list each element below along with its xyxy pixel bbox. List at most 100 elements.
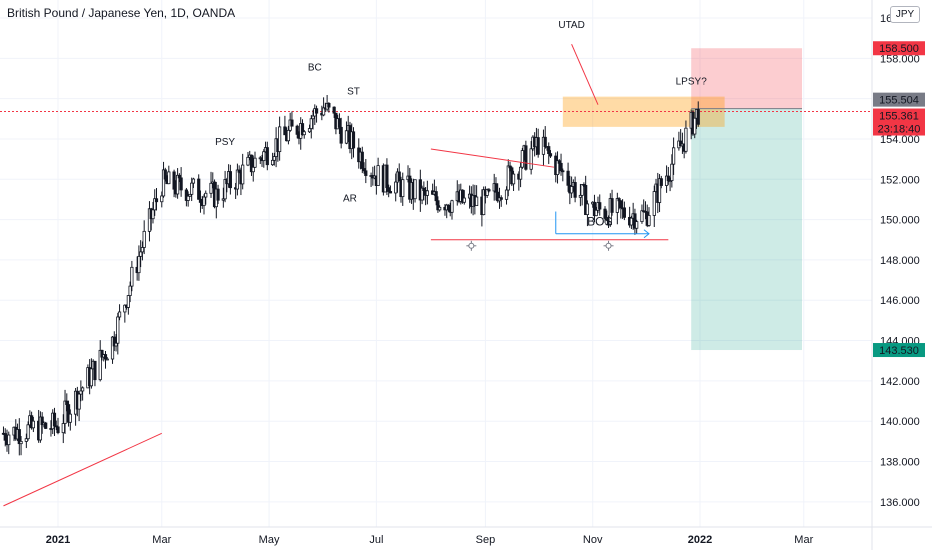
candle-body (114, 342, 118, 347)
candle-body (147, 208, 152, 232)
utad-line (571, 44, 599, 105)
current-price-badge (873, 108, 925, 123)
candle-body (640, 210, 644, 223)
candle-body (68, 413, 72, 423)
candle-body (63, 400, 67, 424)
candle-body (693, 117, 697, 135)
candle-body (249, 154, 254, 173)
candle-body (223, 179, 227, 200)
candle-body (684, 127, 688, 152)
x-tick-label: Nov (583, 534, 603, 546)
candle-body (246, 156, 250, 166)
candle-body (566, 170, 570, 186)
candle-body (31, 420, 35, 429)
candle-body (190, 182, 194, 195)
candle-body (38, 416, 43, 441)
candle-body (311, 115, 315, 120)
candle-body (422, 187, 426, 191)
x-tick-label: 2022 (688, 534, 712, 546)
candle-body (295, 125, 299, 135)
annotation-label: AR (343, 193, 357, 204)
candle-body (482, 189, 486, 216)
candle-body (40, 416, 44, 426)
candle-body (130, 266, 134, 287)
candle-body (397, 171, 401, 182)
candle-body (332, 106, 336, 114)
candle-body (499, 197, 503, 200)
candle-body (153, 198, 157, 211)
entry-price-badge (873, 92, 925, 107)
candle-body (278, 126, 282, 153)
candle-body (344, 130, 349, 144)
candle-body (117, 311, 122, 318)
candle-body (475, 196, 479, 207)
candle-body (116, 316, 120, 344)
candle-body (559, 162, 563, 172)
currency-button[interactable]: JPY (890, 6, 920, 23)
candle-body (434, 191, 438, 202)
candle-body (89, 368, 94, 387)
candle-body (142, 230, 146, 248)
candle-body (603, 208, 607, 219)
candle-body (154, 198, 159, 203)
candle-body (585, 203, 590, 216)
candle-body (235, 169, 240, 190)
stop-price-badge-label: 158.500 (879, 43, 919, 55)
candle-body (44, 422, 48, 429)
candle-body (511, 173, 516, 185)
candle-body (300, 123, 305, 136)
candle-body (635, 221, 639, 229)
y-tick-label: 142.000 (880, 376, 920, 388)
candle-body (272, 156, 276, 161)
candle-body (670, 163, 674, 182)
candle-body (167, 171, 171, 185)
y-tick-label: 154.000 (880, 134, 920, 146)
candle-body (462, 197, 466, 203)
candle-body (339, 126, 343, 144)
wyckoff-annotations: PSY BC ST AR UTAD LPSY? BOS (215, 20, 707, 229)
candle-body (494, 183, 498, 193)
candle-body (696, 109, 700, 125)
candle-body (66, 404, 71, 423)
candle-body (647, 215, 651, 226)
candle-body (557, 160, 561, 164)
candle-body (100, 349, 104, 358)
candle-body (622, 207, 626, 218)
x-axis-ticks: 2021 Mar May Jul Sep Nov 2022 Mar (46, 534, 814, 546)
candle-body (629, 217, 634, 226)
candle-body (17, 429, 21, 445)
candle-body (598, 202, 602, 210)
entry-price-badge-label: 155.504 (879, 95, 919, 107)
candle-body (592, 201, 597, 217)
candle-body (314, 108, 319, 114)
candle-body (126, 295, 130, 308)
candle-body (26, 424, 30, 440)
annotation-label: UTAD (558, 20, 584, 31)
candle-body (446, 204, 451, 211)
x-tick-label: Jul (369, 534, 383, 546)
y-tick-label: 136.000 (880, 497, 920, 509)
candle-body (666, 175, 670, 182)
candle-body (103, 354, 108, 360)
candle-body (79, 390, 83, 395)
candle-body (536, 137, 540, 155)
candle-body (594, 209, 598, 217)
y-tick-label: 140.000 (880, 416, 920, 428)
y-axis-ticks: 136.000138.000140.000142.000144.000146.0… (880, 13, 920, 509)
candle-body (241, 164, 245, 185)
candle-body (524, 145, 528, 170)
annotation-label: LPSY? (676, 77, 708, 88)
y-tick-label: 146.000 (880, 295, 920, 307)
candlestick-series (1, 94, 700, 456)
trend-line-support (3, 432, 162, 507)
candle-body (360, 151, 364, 169)
countdown-badge-label: 23:18:40 (878, 124, 921, 136)
candle-body (197, 178, 201, 200)
candle-body (327, 102, 331, 108)
candle-body (672, 147, 676, 165)
candle-body (307, 128, 312, 133)
candle-body (7, 434, 11, 446)
y-tick-label: 148.000 (880, 255, 920, 267)
candle-body (262, 151, 266, 162)
